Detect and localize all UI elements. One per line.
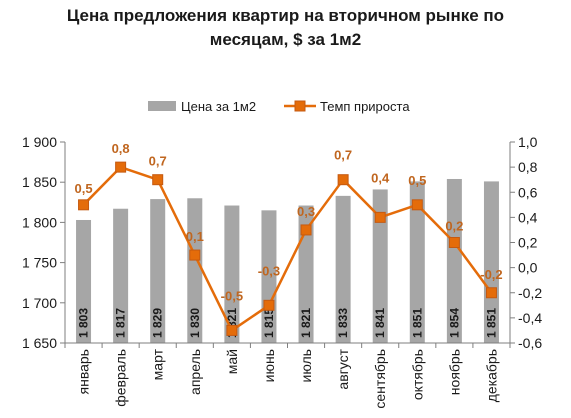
bar-9 (409, 181, 425, 343)
bar-value-label-0: 1 803 (77, 308, 91, 338)
line-point-1 (115, 161, 127, 173)
bar-value-label-11: 1 851 (484, 308, 498, 338)
y-left-tick-label-1: 1 700 (22, 295, 57, 311)
bar-value-label-8: 1 841 (373, 308, 387, 338)
line-point-label-11: -0,2 (480, 267, 502, 282)
y-right-tick-label-2: -0,2 (518, 285, 542, 301)
legend-swatch-marker (294, 100, 306, 112)
y-right-tick-label-4: 0,2 (518, 235, 538, 251)
legend-label-line: Темп прироста (320, 99, 410, 114)
y-right-tick-label-8: 1,0 (518, 134, 538, 150)
y-right-tick-label-5: 0,4 (518, 209, 538, 225)
bar-1 (113, 208, 129, 343)
y-left-tick-label-4: 1 850 (22, 174, 57, 190)
line-point-10 (448, 237, 460, 248)
line-point-label-4: -0,5 (221, 288, 243, 303)
bar-value-label-10: 1 854 (447, 308, 461, 338)
bar-value-label-7: 1 833 (336, 308, 350, 338)
bar-value-label-5: 1 815 (262, 308, 276, 338)
x-tick-label-10: ноябрь (446, 349, 462, 395)
y-left-tick-label-2: 1 750 (22, 255, 57, 271)
bar-value-label-6: 1 821 (299, 308, 313, 338)
bar-value-label-1: 1 817 (114, 308, 128, 338)
bar-4 (224, 205, 240, 343)
x-tick-label-2: март (150, 348, 166, 380)
line-point-3 (189, 249, 201, 261)
line-point-8 (374, 211, 386, 223)
y-right-tick-label-0: -0,6 (518, 335, 542, 351)
line-point-label-7: 0,7 (334, 148, 352, 163)
legend-label-bar: Цена за 1м2 (181, 99, 256, 114)
line-point-label-9: 0,5 (408, 173, 426, 188)
x-tick-label-7: август (335, 348, 351, 389)
x-tick-label-8: сентябрь (372, 349, 388, 409)
line-point-label-2: 0,7 (149, 154, 167, 169)
bar-2 (150, 199, 166, 343)
y-right-tick-label-7: 0,8 (518, 159, 538, 175)
x-tick-label-11: декабрь (483, 349, 499, 402)
line-point-6 (300, 224, 312, 236)
line-point-5 (263, 299, 275, 311)
x-tick-label-5: июнь (261, 349, 277, 382)
y-right-tick-label-3: 0,0 (518, 260, 538, 276)
bar-value-label-9: 1 851 (410, 308, 424, 338)
bar-value-label-2: 1 829 (151, 308, 165, 338)
line-point-4 (226, 324, 238, 336)
bar-value-label-3: 1 830 (188, 308, 202, 338)
x-tick-label-3: апрель (187, 349, 203, 395)
line-point-label-10: 0,2 (445, 219, 463, 234)
bar-8 (372, 189, 388, 343)
y-left-tick-label-0: 1 650 (22, 335, 57, 351)
legend-swatch-bar (148, 101, 176, 111)
y-right-tick-label-6: 0,6 (518, 184, 538, 200)
bar-11 (483, 181, 499, 343)
y-left-tick-label-3: 1 800 (22, 214, 57, 230)
x-tick-label-1: февраль (113, 349, 129, 407)
bar-7 (335, 195, 351, 343)
line-point-9 (411, 199, 423, 211)
line-point-label-6: 0,3 (297, 204, 315, 219)
line-point-11 (485, 287, 497, 299)
bar-0 (76, 219, 92, 343)
line-point-0 (78, 199, 90, 211)
line-point-label-0: 0,5 (75, 181, 93, 196)
series-line-growth (82, 165, 493, 332)
line-point-2 (152, 174, 164, 186)
bar-10 (446, 178, 462, 343)
line-point-label-5: -0,3 (258, 263, 280, 278)
chart-title-line1: Цена предложения квартир на вторичном ры… (66, 6, 505, 25)
line-point-label-8: 0,4 (371, 170, 390, 185)
bar-3 (187, 198, 203, 343)
x-tick-label-6: июль (298, 349, 314, 382)
chart-title-line2: месяцам, $ за 1м2 (209, 30, 362, 49)
y-left-tick-label-5: 1 900 (22, 134, 57, 150)
x-tick-label-9: октябрь (409, 349, 425, 400)
x-tick-label-4: май (224, 349, 240, 374)
x-tick-label-0: январь (76, 349, 92, 394)
y-right-tick-label-1: -0,4 (518, 310, 542, 326)
line-point-label-1: 0,8 (112, 141, 130, 156)
line-point-7 (337, 174, 349, 186)
line-point-label-3: 0,1 (186, 229, 204, 244)
